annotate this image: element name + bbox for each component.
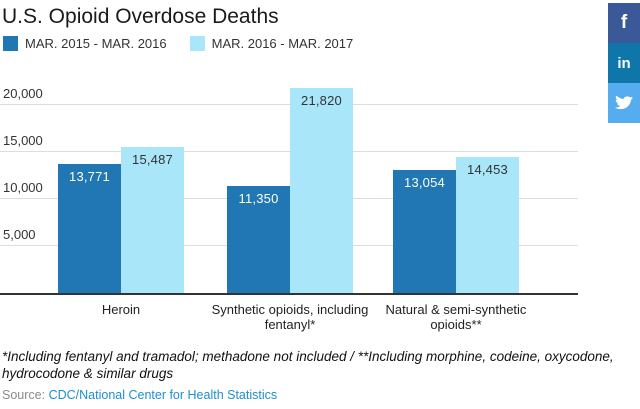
bar-value-label: 13,054 bbox=[404, 175, 445, 191]
bar-value-label: 11,350 bbox=[238, 191, 279, 207]
bar-mar2016-2017-group1: 15,487 bbox=[121, 147, 184, 293]
bar-chart-plot-area: 5,000 10,000 15,000 20,000 13,771 15,487 11,35… bbox=[0, 80, 578, 295]
linkedin-share-button[interactable]: in bbox=[608, 43, 640, 83]
chart-title: U.S. Opioid Overdose Deaths bbox=[2, 5, 279, 28]
x-axis-category-label: Synthetic opioids, including fentanyl* bbox=[211, 302, 369, 332]
social-share-bar: f in bbox=[608, 3, 640, 123]
legend: MAR. 2015 - MAR. 2016 MAR. 2016 - MAR. 2… bbox=[3, 36, 353, 51]
bar-mar2015-2016-group3: 13,054 bbox=[393, 170, 456, 293]
bar-value-label: 14,453 bbox=[467, 162, 508, 178]
linkedin-icon: in bbox=[617, 54, 631, 72]
legend-swatch-dark-blue bbox=[3, 36, 18, 51]
bar-mar2015-2016-group1: 13,771 bbox=[58, 163, 121, 293]
bar-mar2016-2017-group3: 14,453 bbox=[456, 157, 519, 293]
source-line: Source: CDC/National Center for Health S… bbox=[2, 388, 277, 402]
legend-item-2015-2016: MAR. 2015 - MAR. 2016 bbox=[3, 36, 167, 51]
legend-label: MAR. 2016 - MAR. 2017 bbox=[211, 36, 354, 51]
bar-value-label: 15,487 bbox=[132, 152, 173, 168]
x-axis-category-label: Natural & semi-synthetic opioids** bbox=[385, 302, 527, 332]
bar-value-label: 21,820 bbox=[301, 92, 342, 108]
source-prefix: Source: bbox=[2, 388, 46, 402]
twitter-share-button[interactable] bbox=[608, 83, 640, 123]
bar-value-label: 13,771 bbox=[69, 168, 110, 184]
y-axis-tick-label: 20,000 bbox=[3, 86, 43, 101]
gridline bbox=[0, 104, 578, 105]
source-link[interactable]: CDC/National Center for Health Statistic… bbox=[48, 388, 278, 402]
gridline bbox=[0, 151, 578, 152]
legend-label: MAR. 2015 - MAR. 2016 bbox=[25, 36, 167, 51]
chart-footnote: *Including fentanyl and tramadol; methad… bbox=[2, 349, 614, 381]
y-axis-tick-label: 5,000 bbox=[3, 227, 36, 242]
y-axis-tick-label: 10,000 bbox=[3, 180, 43, 195]
bar-mar2015-2016-group2: 11,350 bbox=[227, 186, 290, 293]
facebook-icon: f bbox=[620, 12, 628, 33]
y-axis-tick-label: 15,000 bbox=[3, 133, 43, 148]
x-axis-category-label: Heroin bbox=[101, 302, 141, 317]
legend-item-2016-2017: MAR. 2016 - MAR. 2017 bbox=[189, 36, 354, 51]
twitter-icon bbox=[615, 95, 633, 111]
bar-mar2016-2017-group2: 21,820 bbox=[290, 87, 353, 293]
legend-swatch-light-blue bbox=[189, 36, 205, 51]
facebook-share-button[interactable]: f bbox=[608, 3, 640, 43]
